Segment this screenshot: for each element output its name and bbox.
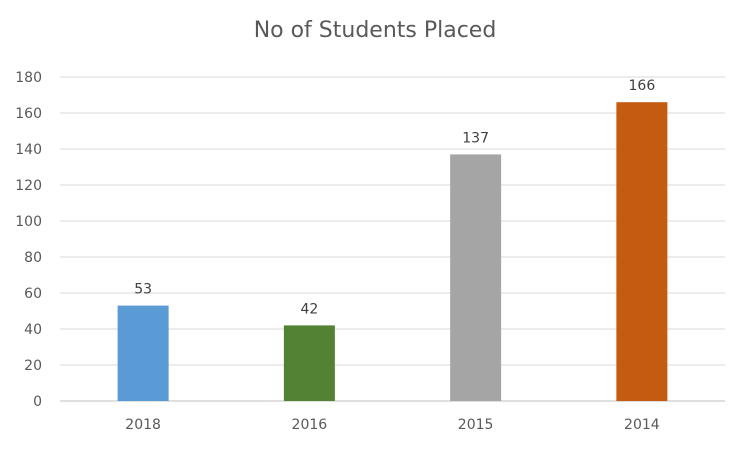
y-tick-label: 100 bbox=[15, 214, 42, 230]
data-label: 137 bbox=[462, 130, 489, 146]
x-tick-label: 2016 bbox=[292, 417, 328, 433]
x-tick-label: 2015 bbox=[458, 417, 494, 433]
y-tick-label: 160 bbox=[15, 106, 42, 122]
y-tick-label: 140 bbox=[15, 142, 42, 158]
y-tick-label: 40 bbox=[24, 322, 42, 338]
bar bbox=[616, 102, 668, 401]
data-label: 53 bbox=[134, 282, 152, 298]
data-label: 166 bbox=[629, 78, 656, 94]
chart-title: No of Students Placed bbox=[253, 18, 497, 43]
y-tick-label: 0 bbox=[33, 394, 42, 410]
x-tick-label: 2014 bbox=[624, 417, 660, 433]
y-tick-label: 80 bbox=[24, 250, 42, 266]
bar bbox=[117, 305, 169, 401]
y-tick-label: 180 bbox=[15, 70, 42, 86]
x-tick-label: 2018 bbox=[125, 417, 161, 433]
bar bbox=[283, 325, 335, 401]
data-label: 42 bbox=[300, 301, 318, 317]
y-tick-label: 120 bbox=[15, 178, 42, 194]
bar bbox=[450, 154, 502, 401]
y-tick-label: 20 bbox=[24, 358, 42, 374]
y-tick-label: 60 bbox=[24, 286, 42, 302]
